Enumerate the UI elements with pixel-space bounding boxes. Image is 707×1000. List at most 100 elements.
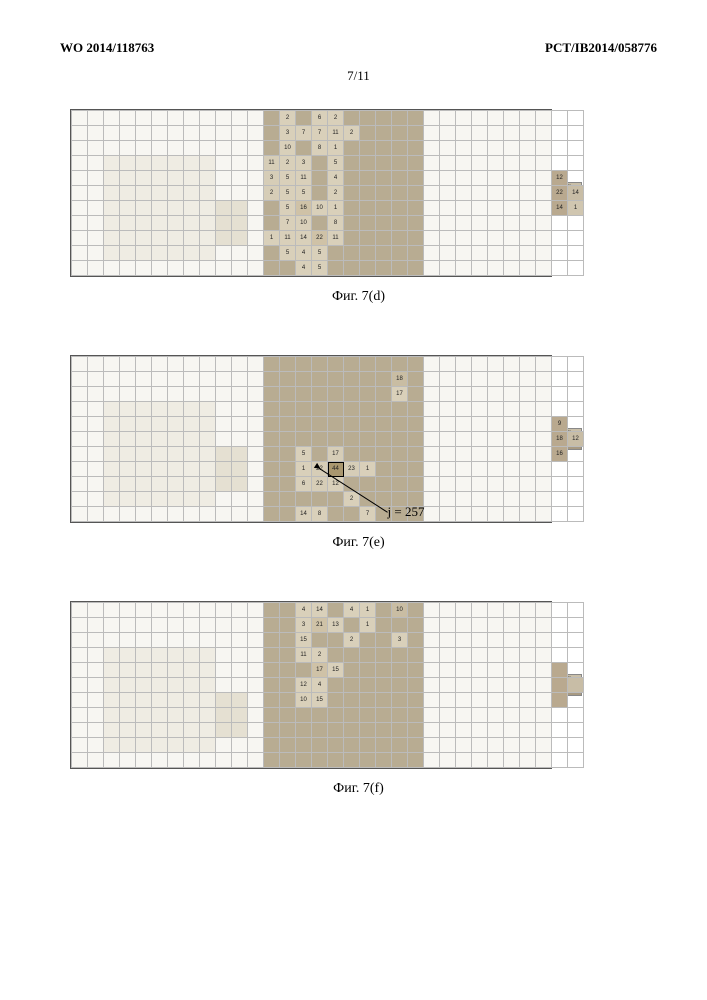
grid-cell — [88, 723, 104, 738]
grid-cell: 9 — [552, 417, 568, 432]
grid-cell — [392, 201, 408, 216]
grid-cell — [136, 447, 152, 462]
annotation-label: j = 257 — [388, 504, 425, 520]
grid-cell — [360, 663, 376, 678]
grid-cell — [104, 507, 120, 522]
grid-cell — [168, 432, 184, 447]
grid-cell — [264, 261, 280, 276]
grid-cell — [136, 417, 152, 432]
grid-cell — [120, 693, 136, 708]
grid-cell — [312, 387, 328, 402]
grid-cell: 5 — [312, 261, 328, 276]
grid-cell — [568, 231, 584, 246]
grid-cell: 3 — [296, 618, 312, 633]
grid-cell — [360, 753, 376, 768]
grid-cell — [376, 708, 392, 723]
grid-cell — [120, 387, 136, 402]
grid-cell — [232, 447, 248, 462]
grid-cell — [168, 141, 184, 156]
grid-cell — [280, 507, 296, 522]
grid-cell — [552, 111, 568, 126]
grid-cell — [456, 723, 472, 738]
grid-cell — [136, 603, 152, 618]
grid-cell — [104, 186, 120, 201]
grid-cell — [200, 723, 216, 738]
grid-cell — [88, 648, 104, 663]
grid-cell — [264, 492, 280, 507]
grid-cell — [216, 753, 232, 768]
grid-cell — [392, 432, 408, 447]
grid-cell — [232, 231, 248, 246]
grid-cell — [536, 678, 552, 693]
grid-cell — [408, 231, 424, 246]
grid-cell — [568, 171, 584, 186]
grid-cell — [136, 462, 152, 477]
grid-cell — [184, 462, 200, 477]
grid-cell — [104, 156, 120, 171]
grid-cell — [184, 708, 200, 723]
grid-cell — [104, 261, 120, 276]
grid-cell — [88, 216, 104, 231]
grid-cell: 17 — [312, 663, 328, 678]
grid-cell — [136, 708, 152, 723]
grid-cell — [408, 126, 424, 141]
grid-cell — [392, 477, 408, 492]
grid-cell — [72, 186, 88, 201]
grid-cell — [504, 753, 520, 768]
grid-cell — [136, 171, 152, 186]
grid-cell — [376, 447, 392, 462]
grid-cell — [184, 141, 200, 156]
grid-cell — [504, 432, 520, 447]
grid-cell — [104, 417, 120, 432]
grid-cell — [520, 462, 536, 477]
grid-cell — [568, 126, 584, 141]
grid-cell — [104, 753, 120, 768]
grid-cell — [536, 402, 552, 417]
grid-cell — [248, 738, 264, 753]
grid-cell — [184, 492, 200, 507]
grid-cell — [216, 693, 232, 708]
grid-cell — [568, 261, 584, 276]
page-header: WO 2014/118763 PCT/IB2014/058776 — [60, 40, 657, 56]
grid-cell — [472, 738, 488, 753]
grid-cell — [168, 723, 184, 738]
grid-cell — [456, 156, 472, 171]
grid-cell — [488, 417, 504, 432]
grid-cell — [344, 156, 360, 171]
grid-cell — [280, 708, 296, 723]
grid-cell — [248, 231, 264, 246]
grid-cell — [104, 723, 120, 738]
grid-cell — [72, 357, 88, 372]
grid-cell — [200, 462, 216, 477]
grid-cell — [392, 738, 408, 753]
grid-cell — [200, 231, 216, 246]
grid-cell — [552, 216, 568, 231]
grid-cell — [440, 246, 456, 261]
grid-cell — [408, 111, 424, 126]
grid-cell: 7 — [296, 126, 312, 141]
grid-cell — [504, 357, 520, 372]
grid-cell — [168, 633, 184, 648]
grid-cell — [488, 126, 504, 141]
grid-cell — [136, 357, 152, 372]
grid-cell — [296, 357, 312, 372]
grid-cell — [344, 648, 360, 663]
grid-cell — [184, 372, 200, 387]
grid-cell — [360, 447, 376, 462]
grid-cell — [504, 201, 520, 216]
grid-cell — [152, 648, 168, 663]
grid-cell — [104, 708, 120, 723]
grid-cell — [536, 111, 552, 126]
grid-cell — [568, 387, 584, 402]
grid-cell — [456, 402, 472, 417]
grid-cell — [344, 171, 360, 186]
grid-cell — [200, 156, 216, 171]
grid-cell — [264, 618, 280, 633]
grid-cell — [136, 201, 152, 216]
grid-cell — [424, 186, 440, 201]
grid-cell: 1 — [568, 201, 584, 216]
grid-cell — [264, 738, 280, 753]
grid-cell — [216, 216, 232, 231]
grid-cell — [424, 126, 440, 141]
grid-cell — [488, 186, 504, 201]
